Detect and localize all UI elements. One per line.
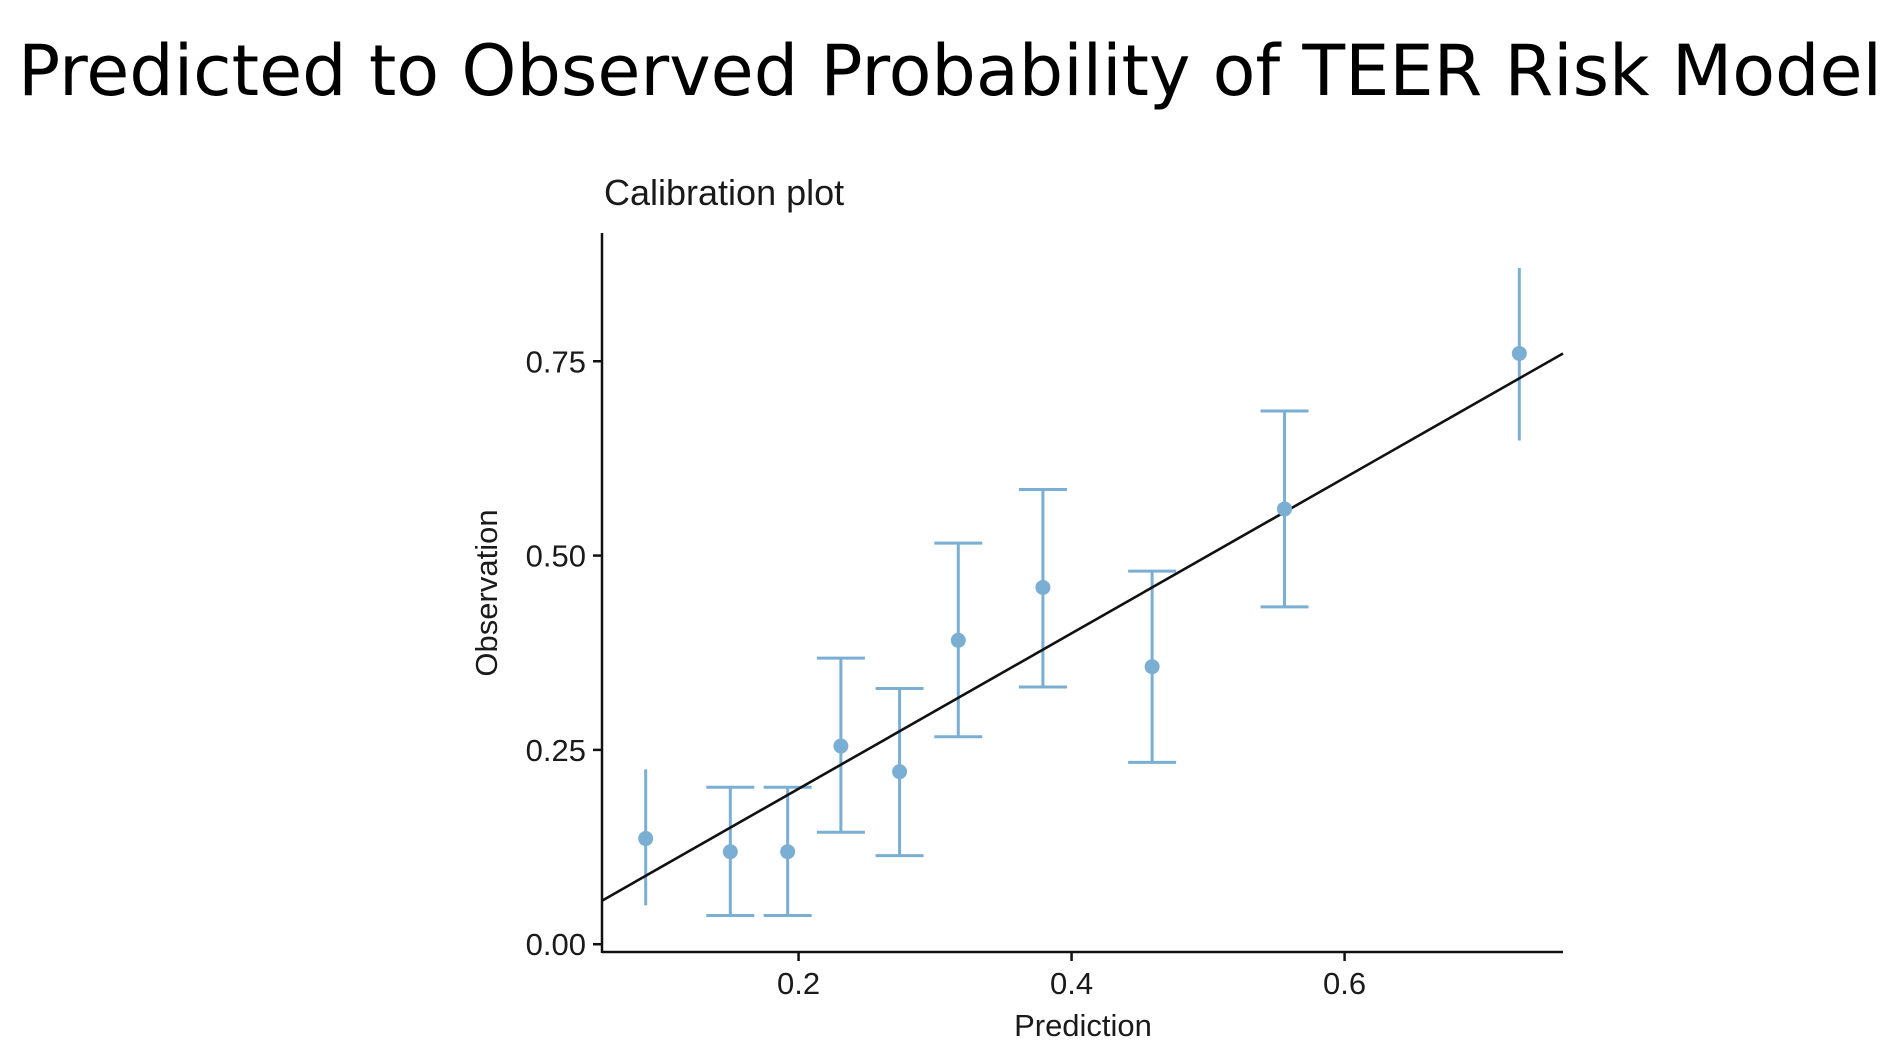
data-point [892,764,908,780]
x-tick-label: 0.6 [1323,966,1366,1001]
plot-area [601,267,1564,917]
y-axis-ticks: 0.00 0.25 0.50 0.75 [526,344,602,962]
data-point [1035,579,1051,595]
data-point [833,738,849,754]
x-tick-label: 0.2 [777,966,820,1001]
data-point [1144,659,1160,675]
y-tick-label: 0.50 [526,539,586,574]
x-tick-label: 0.4 [1050,966,1093,1001]
data-point [950,632,966,648]
x-axis-ticks: 0.2 0.4 0.6 [777,952,1366,1001]
data-point [638,831,654,847]
data-point [780,844,796,860]
y-tick-label: 0.25 [526,733,586,768]
slide-title: Predicted to Observed Probability of TEE… [17,30,1883,112]
y-axis-label: Observation [469,509,504,676]
y-tick-label: 0.75 [526,344,586,379]
x-axis-label: Prediction [1014,1008,1152,1043]
data-point [1277,501,1293,517]
data-point [722,844,738,860]
y-tick-label: 0.00 [526,927,586,962]
data-point [1511,345,1527,361]
chart-title: Calibration plot [604,172,844,213]
reference-line [601,352,1564,902]
